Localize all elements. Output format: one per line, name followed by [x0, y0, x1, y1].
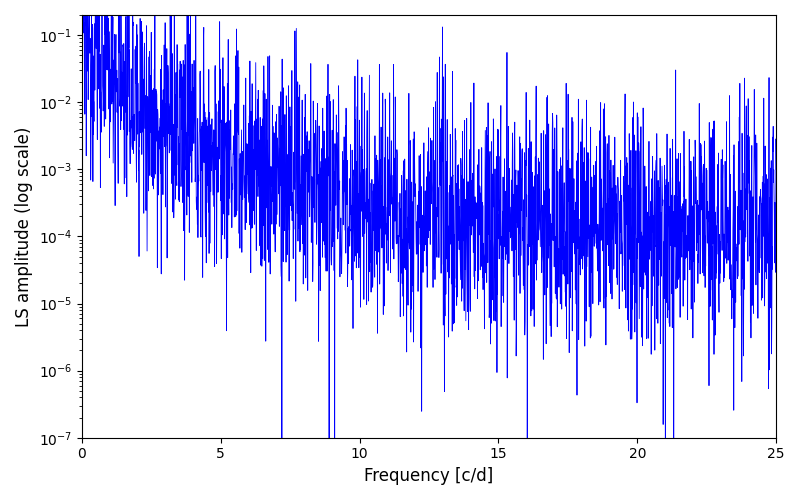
- X-axis label: Frequency [c/d]: Frequency [c/d]: [364, 467, 494, 485]
- Y-axis label: LS amplitude (log scale): LS amplitude (log scale): [15, 126, 33, 326]
